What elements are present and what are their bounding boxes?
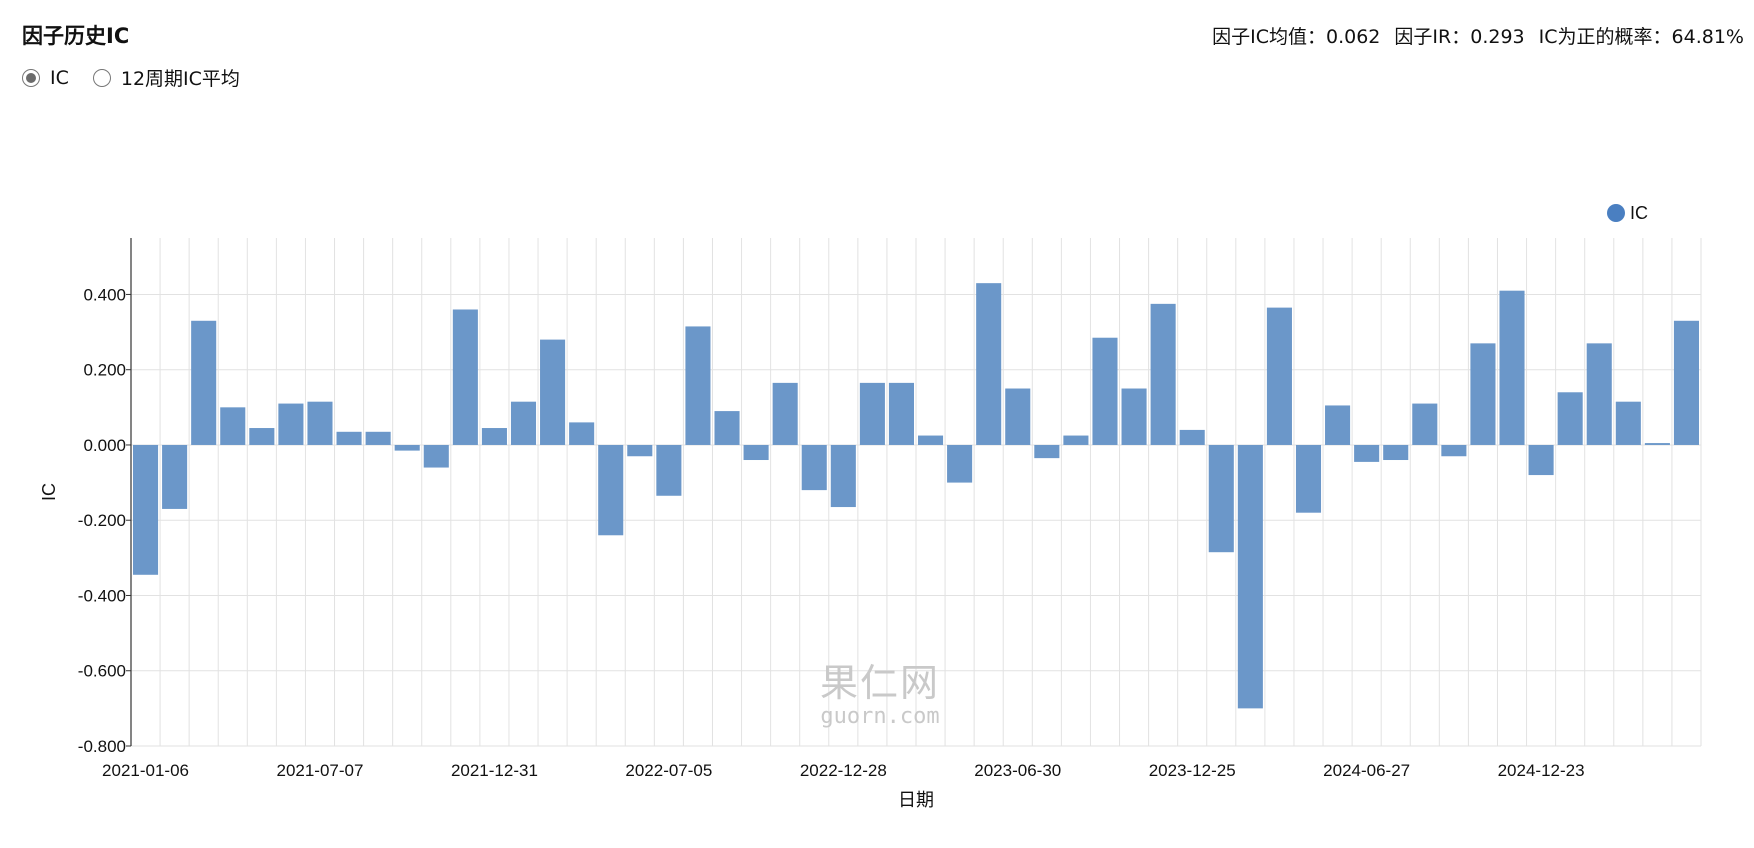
x-axis-title: 日期	[898, 790, 934, 810]
x-tick-label: 2021-12-31	[451, 761, 538, 780]
ic-bar	[685, 326, 711, 445]
ic-bar	[1615, 401, 1641, 445]
ic-bar	[1412, 403, 1438, 445]
ic-bar	[220, 407, 246, 445]
radio-ic-12-period-average[interactable]: 12周期IC平均	[92, 64, 240, 91]
ic-bar	[162, 444, 188, 509]
ic-bar	[1179, 429, 1205, 445]
ic-bar	[888, 382, 914, 445]
x-tick-label: 2021-01-06	[102, 761, 189, 780]
y-tick-label: 0.000	[83, 436, 126, 455]
ic-bar	[1208, 444, 1234, 553]
y-tick-label: -0.400	[78, 586, 126, 605]
x-tick-label: 2024-12-23	[1498, 761, 1585, 780]
ic-bar	[1150, 303, 1176, 445]
ic-bar	[714, 411, 740, 445]
ic-bar	[569, 422, 595, 445]
ic-bar	[859, 382, 885, 445]
legend-label: IC	[1630, 203, 1648, 223]
ic-bar	[394, 444, 420, 451]
y-tick-label: -0.800	[78, 737, 126, 756]
ic-bar	[743, 444, 769, 461]
ic-bar	[365, 431, 391, 445]
chart-title: 因子历史IC	[22, 24, 130, 48]
ic-bar	[1383, 444, 1409, 461]
ic-bar	[947, 444, 973, 483]
x-tick-label: 2023-12-25	[1149, 761, 1236, 780]
ic-bar	[1470, 343, 1496, 445]
radio-ic-avg-label: 12周期IC平均	[120, 68, 240, 90]
ic-bar	[510, 401, 537, 445]
series-radio-group: IC 12周期IC平均	[22, 64, 264, 91]
legend-marker	[1607, 204, 1625, 222]
ic-bar	[481, 428, 507, 445]
ic-bar	[598, 444, 624, 536]
ic-bar	[976, 283, 1002, 445]
ic-bar	[1441, 444, 1467, 457]
ic-bar	[1673, 320, 1699, 445]
ic-bar	[1557, 392, 1583, 445]
ic-mean-stat: 因子IC均值：0.062	[1212, 26, 1381, 48]
ic-bar	[1586, 343, 1612, 445]
ic-bar	[918, 435, 944, 445]
ic-bar	[191, 320, 217, 445]
ic-bar	[1295, 444, 1322, 513]
positive-prob-stat: IC为正的概率：64.81%	[1538, 26, 1744, 48]
ir-stat: 因子IR：0.293	[1394, 26, 1525, 48]
y-tick-label: 0.400	[83, 285, 126, 304]
ic-bar	[627, 444, 653, 457]
ic-bar	[1325, 405, 1351, 445]
ic-bar	[249, 428, 275, 445]
ic-bar	[452, 309, 478, 445]
ic-bar	[1005, 388, 1031, 445]
ic-bar	[278, 403, 304, 445]
ic-bar	[1237, 444, 1263, 709]
radio-ic-avg-circle[interactable]	[92, 68, 111, 87]
ic-bar	[336, 431, 362, 445]
ic-bar	[1092, 337, 1118, 445]
ic-bar	[1034, 444, 1060, 459]
ic-bar	[423, 444, 449, 468]
x-tick-label: 2022-07-05	[625, 761, 712, 780]
ic-bar	[830, 444, 856, 508]
ic-bar	[307, 401, 333, 445]
ic-bar	[801, 444, 827, 491]
radio-ic-label: IC	[50, 66, 69, 89]
ic-bar	[656, 444, 682, 496]
y-tick-label: -0.600	[78, 662, 126, 681]
ic-bar	[1644, 443, 1670, 445]
ic-bar	[1528, 444, 1554, 476]
ic-bar	[133, 444, 159, 575]
radio-ic[interactable]: IC	[22, 67, 69, 89]
y-axis-title: IC	[39, 483, 59, 501]
radio-ic-dot	[26, 72, 36, 83]
ic-bar	[1499, 290, 1525, 445]
ic-bar	[1121, 388, 1147, 445]
x-tick-label: 2023-06-30	[974, 761, 1061, 780]
ic-bar	[1266, 307, 1292, 445]
ic-bar	[772, 382, 798, 445]
y-tick-label: -0.200	[78, 511, 126, 530]
ic-bar	[1354, 444, 1380, 462]
x-tick-label: 2024-06-27	[1323, 761, 1410, 780]
ic-bar	[540, 339, 566, 445]
radio-ic-circle[interactable]	[22, 68, 40, 87]
ic-bar	[1063, 435, 1089, 445]
y-tick-label: 0.200	[83, 361, 126, 380]
x-tick-label: 2021-07-07	[276, 761, 363, 780]
ic-stats: 因子IC均值：0.062 因子IR：0.293 IC为正的概率：64.81%	[1204, 22, 1744, 49]
x-tick-label: 2022-12-28	[800, 761, 887, 780]
